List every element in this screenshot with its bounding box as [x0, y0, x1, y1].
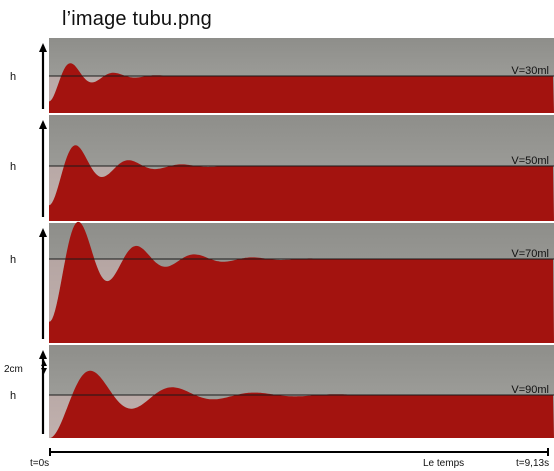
height-arrow-head	[39, 43, 47, 52]
image-title: l’image tubu.png	[62, 8, 212, 30]
scale-marker-icon	[41, 360, 47, 366]
liquid-column	[49, 145, 554, 221]
height-arrow-head	[39, 120, 47, 129]
liquid-column	[49, 370, 554, 438]
liquid-column	[49, 63, 554, 113]
height-label: h	[10, 161, 16, 173]
panel-separator	[49, 438, 554, 440]
scale-marker-icon	[41, 368, 47, 374]
volume-label: V=70ml	[511, 248, 549, 260]
panel-separator	[49, 343, 554, 345]
panel-separator	[49, 221, 554, 223]
height-label: h	[10, 390, 16, 402]
height-label: h	[10, 254, 16, 266]
time-axis-label: Le temps	[423, 458, 464, 469]
height-arrow-head	[39, 228, 47, 237]
time-start-label: t=0s	[30, 458, 49, 469]
panel-separator	[49, 113, 554, 115]
liquid-column	[49, 221, 554, 343]
meniscus-highlight	[49, 395, 180, 438]
meniscus-highlight	[49, 76, 117, 102]
volume-label: V=90ml	[511, 384, 549, 396]
meniscus-highlight	[49, 166, 133, 206]
time-end-label: t=9,13s	[516, 458, 549, 469]
volume-label: V=50ml	[511, 155, 549, 167]
scale-label: 2cm	[4, 364, 23, 375]
meniscus-highlight	[49, 259, 141, 322]
height-arrow-head	[39, 350, 47, 359]
volume-label: V=30ml	[511, 65, 549, 77]
height-label: h	[10, 71, 16, 83]
